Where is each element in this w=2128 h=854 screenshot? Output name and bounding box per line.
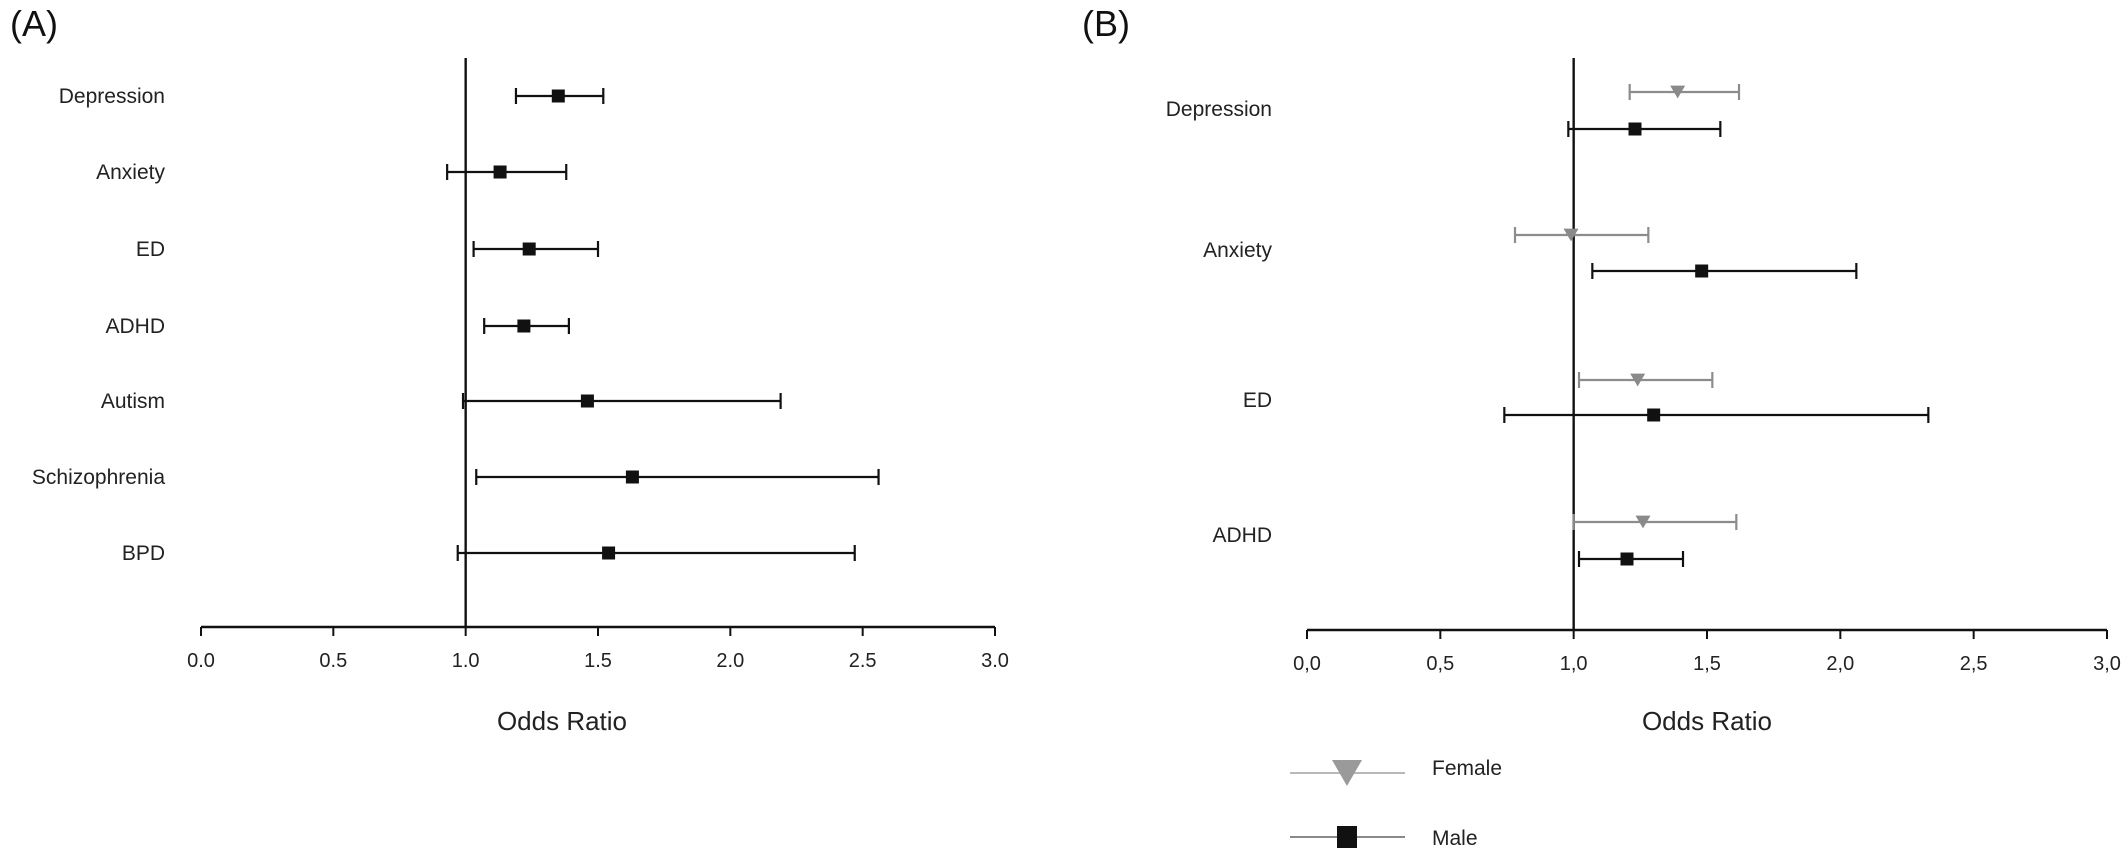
panel-b-x-axis: 0,0 0,5 1,0 1,5 2,0 2,5 3,0	[1293, 628, 2121, 675]
b-x-tick-label: 2,0	[1826, 653, 1854, 675]
b-female-ed-point	[1630, 373, 1646, 387]
panel-b-category-labels: Depression Anxiety ED ADHD	[1166, 98, 1273, 547]
legend-female-triangle-icon	[1332, 760, 1362, 786]
a-schizophrenia-point	[625, 470, 639, 484]
a-bpd-point	[602, 546, 616, 560]
b-male-depression-point	[1628, 122, 1642, 136]
b-female-anxiety-point	[1563, 228, 1579, 242]
a-category-label-anxiety: Anxiety	[96, 161, 165, 184]
b-category-label-ed: ED	[1243, 389, 1272, 412]
panel-b: (B) Depression Anxiety ED ADHD 0,0 0,5 1,0 1,5…	[1082, 3, 2121, 850]
a-x-tick-label: 2.5	[849, 650, 877, 672]
a-category-label-bpd: BPD	[122, 542, 165, 565]
a-x-tick-label: 1.0	[452, 650, 480, 672]
a-anxiety-point	[493, 165, 507, 179]
panel-b-x-axis-title: Odds Ratio	[1642, 706, 1772, 736]
panel-a-x-axis-title: Odds Ratio	[497, 706, 627, 736]
panel-a-x-axis: 0.0 0.5 1.0 1.5 2.0 2.5 3.0	[187, 625, 1009, 672]
b-male-anxiety-point	[1695, 264, 1709, 278]
a-category-label-autism: Autism	[101, 390, 165, 413]
a-category-label-depression: Depression	[59, 85, 165, 108]
b-male-adhd-point	[1620, 552, 1634, 566]
a-autism-point	[580, 394, 594, 408]
legend-male-label: Male	[1432, 827, 1478, 850]
panel-a-marks	[446, 88, 880, 561]
legend-female-label: Female	[1432, 757, 1502, 780]
b-x-tick-label: 0,0	[1293, 653, 1321, 675]
b-female-depression-point	[1670, 85, 1686, 99]
b-category-label-adhd: ADHD	[1212, 524, 1272, 547]
a-x-tick-label: 1.5	[584, 650, 612, 672]
b-category-label-depression: Depression	[1166, 98, 1272, 121]
a-x-tick-label: 3.0	[981, 650, 1009, 672]
panel-a-label: (A)	[10, 3, 58, 44]
a-x-tick-label: 0.0	[187, 650, 215, 672]
b-x-tick-label: 0,5	[1426, 653, 1454, 675]
b-category-label-anxiety: Anxiety	[1203, 239, 1272, 262]
b-x-tick-label: 1,5	[1693, 653, 1721, 675]
panel-b-marks	[1503, 84, 1930, 567]
panel-b-label: (B)	[1082, 3, 1130, 44]
b-male-ed-point	[1647, 408, 1661, 422]
a-x-tick-label: 0.5	[319, 650, 347, 672]
b-x-tick-label: 2,5	[1960, 653, 1988, 675]
a-category-label-schizophrenia: Schizophrenia	[32, 466, 165, 489]
a-x-tick-label: 2.0	[716, 650, 744, 672]
legend-male-square-icon	[1337, 826, 1357, 848]
a-depression-point	[551, 89, 565, 103]
panel-a: (A) Depression Anxiety ED ADHD Autism Schizop…	[10, 3, 1009, 736]
panel-b-legend: Female Male	[1290, 757, 1502, 850]
b-x-tick-label: 1,0	[1560, 653, 1588, 675]
a-category-label-ed: ED	[136, 238, 165, 261]
panel-a-category-labels: Depression Anxiety ED ADHD Autism Schizophren…	[32, 85, 166, 565]
a-ed-point	[522, 242, 536, 256]
b-female-adhd-point	[1635, 515, 1651, 529]
a-category-label-adhd: ADHD	[105, 315, 165, 338]
a-adhd-point	[517, 319, 531, 333]
b-x-tick-label: 3,0	[2093, 653, 2121, 675]
